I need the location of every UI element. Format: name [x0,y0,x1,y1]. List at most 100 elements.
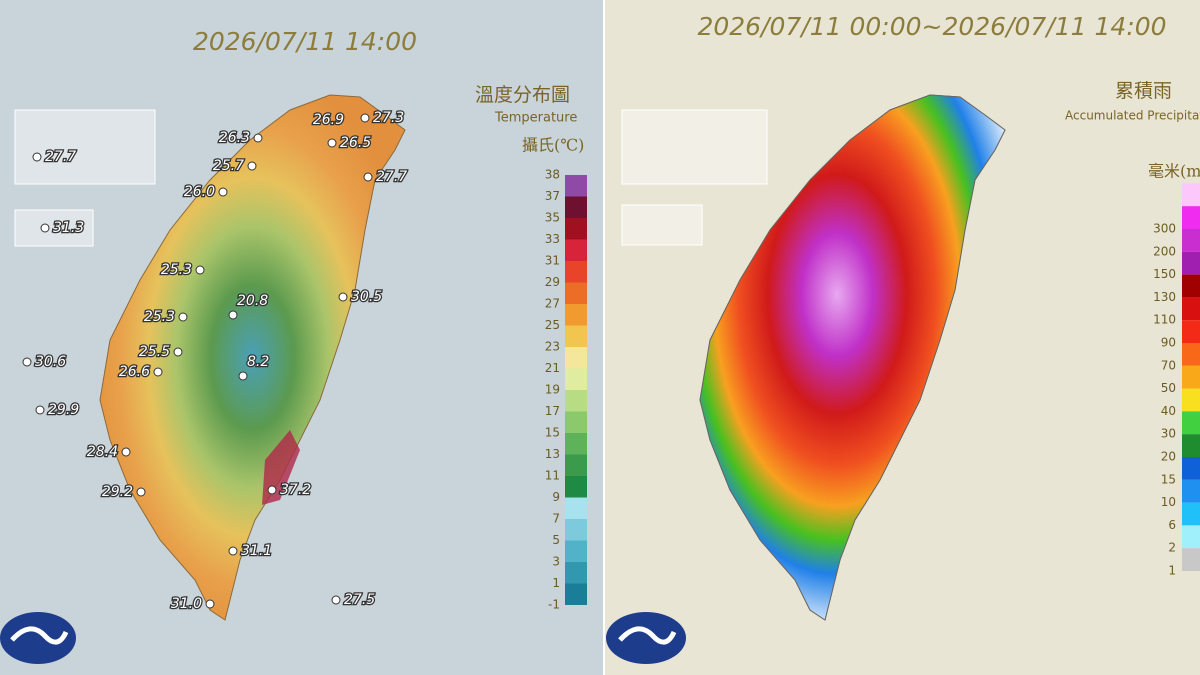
station-temperature: 20.8 [237,293,268,309]
station-dot [253,133,263,143]
station-dot [331,595,341,605]
legend-label: 40 [1161,404,1176,418]
legend-swatch [1182,320,1200,343]
legend-swatch [565,196,587,218]
station-dot [121,447,131,457]
station-dot [228,546,238,556]
station-temperature: 26.3 [219,130,250,146]
agency-logo [0,612,76,664]
legend-label: 10 [1161,495,1176,509]
legend-swatch [565,325,587,347]
station-temperature: 26.6 [119,364,150,380]
legend-swatch [1182,548,1200,571]
temperature-panel: 2026/07/11 14:00 溫度分布圖 Temperature 攝氏(℃)… [0,0,603,675]
rainfall-legend: 300 200 150 130 110 90 70 50 40 30 20 15 10 6 2 1 [1153,183,1200,578]
legend-label: 200 [1153,244,1176,258]
station-dot [218,187,228,197]
station-dot [360,113,370,123]
station-dot [205,599,215,609]
legend-label: 150 [1153,267,1176,281]
legend-swatch [565,454,587,476]
legend-swatch [565,540,587,562]
legend-label: 25 [545,318,560,332]
legend-label: 15 [545,426,560,440]
panel-subtitle: Temperature [494,111,577,126]
panel-title: 累積雨 [1115,80,1172,102]
legend-label: 15 [1161,472,1176,486]
station-temperature: 30.6 [35,354,66,370]
station-dot [178,312,188,322]
island-inset [14,209,94,247]
station-temperature: 31.1 [241,543,272,559]
legend-swatch [1182,479,1200,503]
legend-label: 19 [545,383,560,397]
island-inset [621,109,768,185]
legend-label: 7 [552,512,560,526]
station-dot [136,487,146,497]
legend-swatch [565,497,587,519]
legend-swatch [1182,434,1200,457]
legend-label: 70 [1161,358,1176,372]
station-temperature: 26.5 [340,135,371,151]
legend-swatch [565,433,587,455]
legend-swatch [1182,206,1200,229]
legend-swatch [1182,411,1200,435]
station-temperature: 27.3 [373,110,404,126]
legend-label: 20 [1161,450,1176,464]
legend-swatch [565,304,587,326]
station-temperature: 31.0 [171,596,202,612]
legend-swatch [565,218,587,240]
legend-swatch [565,519,587,541]
station-temperature: 26.0 [184,184,215,200]
unit-label: 毫米(m [1148,162,1200,181]
timestamp: 2026/07/11 00:00~2026/07/11 14:00 [697,12,1166,41]
station-dot [153,367,163,377]
unit-label: 攝氏(℃) [522,136,584,155]
agency-logo [606,612,686,664]
station-temperature: 27.5 [344,592,375,608]
legend-label: 37 [545,189,560,203]
station-dot [267,485,277,495]
divider [603,0,605,675]
legend-label: 1 [1168,564,1176,578]
station-temperature: 25.3 [161,262,192,278]
island-inset [14,109,156,185]
legend-label: 38 [545,168,560,182]
legend-label: 13 [545,447,560,461]
legend-swatch [1182,525,1200,549]
station-dot [32,152,42,162]
timestamp: 2026/07/11 14:00 [193,27,417,56]
legend-swatch [1182,251,1200,275]
station-dot [338,292,348,302]
panel-subtitle: Accumulated Precipitati [1065,109,1200,123]
legend-label: 11 [545,469,560,483]
legend-swatch [565,175,587,197]
legend-label: 17 [545,404,560,418]
legend-swatch [1182,388,1200,412]
legend-label: -1 [548,598,560,612]
legend-label: 110 [1153,313,1176,327]
legend-swatch [1182,297,1200,321]
station-temperature: 25.5 [139,344,170,360]
legend-label: 50 [1161,381,1176,395]
legend-label: 1 [552,576,560,590]
legend-swatch [1182,183,1200,207]
legend-swatch [1182,457,1200,480]
legend-label: 3 [552,555,560,569]
station-temperature: 28.4 [87,444,118,460]
station-temperature: 30.5 [351,289,382,305]
legend-swatch [565,261,587,283]
station-temperature: 26.9 [313,112,344,128]
station-dot [40,223,50,233]
station-temperature: 25.7 [213,158,244,174]
legend-swatch [565,390,587,412]
legend-label: 33 [545,232,560,246]
legend-label: 21 [545,361,560,375]
legend-swatch [565,411,587,433]
legend-swatch [565,282,587,304]
station-dot [228,310,238,320]
station-temperature: 37.2 [280,482,311,498]
legend-label: 9 [552,490,560,504]
station-labels: 27.7 31.3 30.6 29.9 26.3 25.7 26.0 26.9 27.326.5… [22,109,409,613]
